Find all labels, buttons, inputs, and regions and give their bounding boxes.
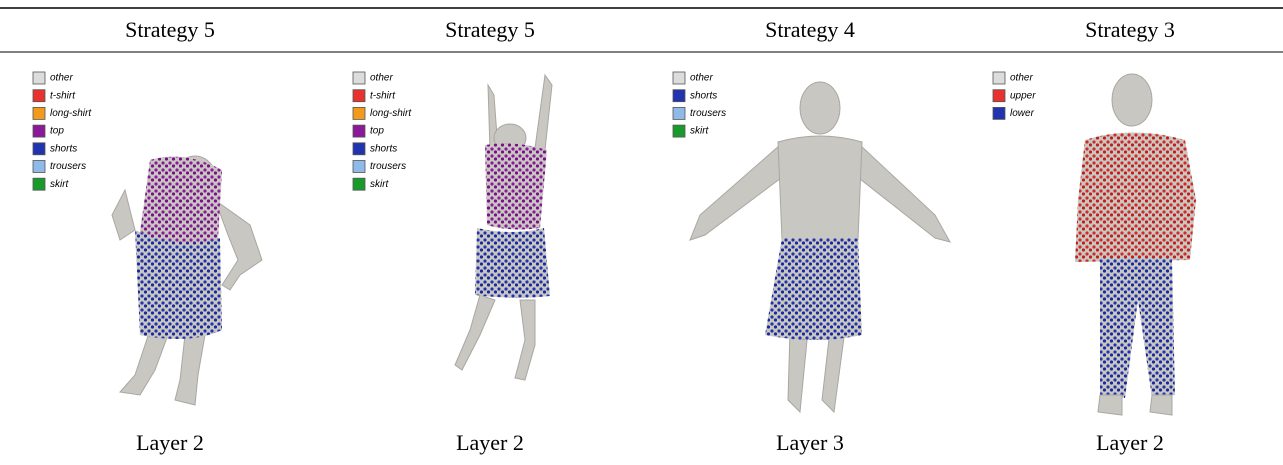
legend-swatch bbox=[353, 178, 365, 190]
legend-label: trousers bbox=[370, 161, 406, 172]
shape bbox=[1100, 258, 1175, 398]
legend-swatch bbox=[33, 72, 45, 84]
figure-1 bbox=[112, 156, 262, 405]
shape bbox=[1075, 133, 1196, 263]
legend-label: t-shirt bbox=[50, 90, 76, 101]
legend-swatch bbox=[33, 178, 45, 190]
panel-title: Strategy 5 bbox=[125, 17, 215, 42]
shape bbox=[140, 157, 222, 244]
shape bbox=[822, 330, 845, 412]
legend-swatch bbox=[673, 125, 685, 137]
shape bbox=[1098, 395, 1122, 415]
shape bbox=[690, 145, 785, 240]
legend-label: skirt bbox=[690, 126, 710, 137]
legend-swatch bbox=[353, 107, 365, 119]
legend-swatch bbox=[673, 107, 685, 119]
panel-caption: Layer 2 bbox=[1096, 430, 1164, 455]
figure-3 bbox=[690, 82, 950, 412]
shape bbox=[1112, 74, 1152, 126]
shape bbox=[788, 330, 808, 412]
panel-caption: Layer 2 bbox=[456, 430, 524, 455]
shape bbox=[515, 300, 535, 380]
legend-label: long-shirt bbox=[50, 108, 92, 119]
legend-label: shorts bbox=[370, 143, 397, 154]
legend-swatch bbox=[353, 90, 365, 102]
panel-caption: Layer 3 bbox=[776, 430, 844, 455]
legend-label: skirt bbox=[50, 179, 70, 190]
legend-label: other bbox=[690, 73, 713, 84]
legend-label: long-shirt bbox=[370, 108, 412, 119]
legend-label: trousers bbox=[690, 108, 726, 119]
legend-swatch bbox=[993, 90, 1005, 102]
legend-swatch bbox=[33, 90, 45, 102]
legend-swatch bbox=[673, 90, 685, 102]
panel-title: Strategy 5 bbox=[445, 17, 535, 42]
shape bbox=[215, 200, 262, 290]
shape bbox=[778, 136, 862, 240]
legend-swatch bbox=[33, 143, 45, 155]
shape bbox=[1150, 395, 1172, 415]
legend-swatch bbox=[993, 72, 1005, 84]
legend-label: shorts bbox=[690, 90, 717, 101]
shape bbox=[485, 143, 547, 229]
panel-title: Strategy 3 bbox=[1085, 17, 1175, 42]
legend-label: other bbox=[50, 73, 73, 84]
figure-2 bbox=[455, 75, 552, 380]
legend-swatch bbox=[33, 161, 45, 173]
legend-swatch bbox=[33, 125, 45, 137]
legend-swatch bbox=[993, 107, 1005, 119]
shape bbox=[112, 190, 135, 240]
shape bbox=[175, 335, 205, 405]
shape bbox=[135, 230, 222, 339]
legend-label: other bbox=[370, 73, 393, 84]
shape bbox=[475, 228, 550, 298]
legend-swatch bbox=[353, 143, 365, 155]
shape bbox=[855, 145, 950, 242]
shape bbox=[120, 330, 168, 395]
legend-swatch bbox=[353, 161, 365, 173]
legend-swatch bbox=[33, 107, 45, 119]
legend-label: lower bbox=[1010, 108, 1035, 119]
shape bbox=[455, 295, 495, 370]
legend-label: top bbox=[50, 126, 64, 137]
figure-4 bbox=[1075, 74, 1196, 415]
panel-title: Strategy 4 bbox=[765, 17, 855, 42]
legend-label: other bbox=[1010, 73, 1033, 84]
legend-label: t-shirt bbox=[370, 90, 396, 101]
shape bbox=[800, 82, 840, 134]
figure: Strategy 5 Layer 2 other t-shirt long-shirt t… bbox=[0, 0, 1283, 465]
legend-label: skirt bbox=[370, 179, 390, 190]
shape bbox=[765, 238, 862, 340]
legend-swatch bbox=[353, 125, 365, 137]
legend-label: trousers bbox=[50, 161, 86, 172]
legend-swatch bbox=[353, 72, 365, 84]
shape bbox=[535, 75, 552, 150]
legend-label: top bbox=[370, 126, 384, 137]
legend-label: upper bbox=[1010, 90, 1036, 101]
legend-label: shorts bbox=[50, 143, 77, 154]
panel-caption: Layer 2 bbox=[136, 430, 204, 455]
legend-swatch bbox=[673, 72, 685, 84]
